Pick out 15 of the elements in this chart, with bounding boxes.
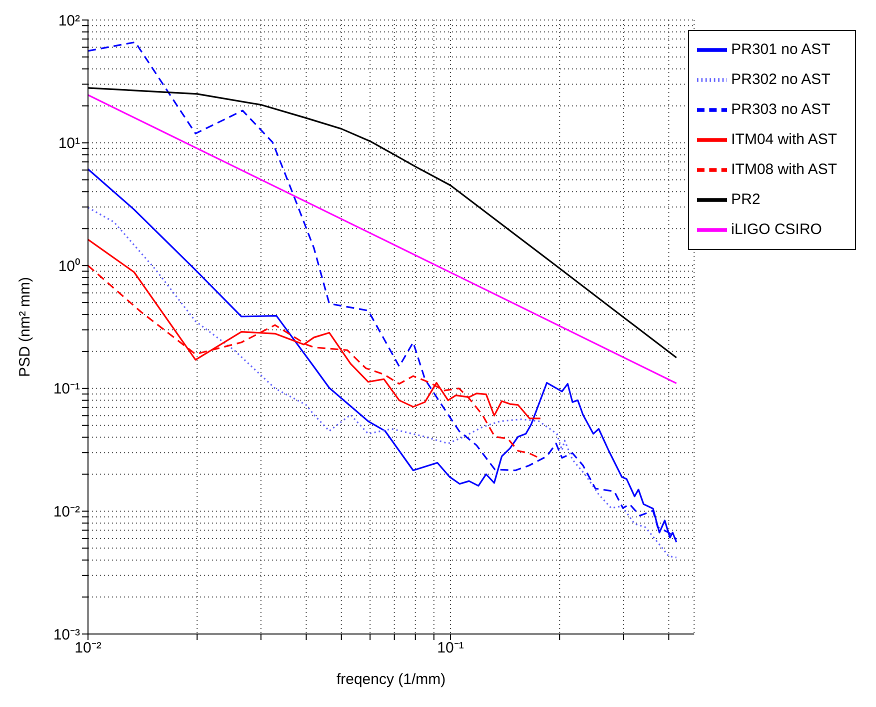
y-tick-label: 10⁰ (58, 258, 80, 275)
legend-label: ITM04 with AST (731, 130, 837, 148)
legend-label: ITM08 with AST (731, 160, 837, 178)
x-axis-title: freqency (1/mm) (336, 671, 446, 688)
y-tick-label: 10² (58, 12, 80, 30)
legend-label: PR2 (731, 190, 760, 208)
y-tick-label: 10⁻³ (53, 626, 80, 644)
legend-label: iLIGO CSIRO (731, 220, 822, 238)
legend-label: PR302 no AST (731, 70, 830, 88)
y-tick-label: 10⁻² (53, 504, 80, 521)
legend-label: PR301 no AST (731, 40, 830, 58)
legend-label: PR303 no AST (731, 100, 830, 118)
y-axis-title: PSD (nm² mm) (16, 277, 34, 377)
y-tick-label: 10⁻¹ (53, 380, 80, 398)
y-tick-label: 10¹ (58, 135, 80, 152)
